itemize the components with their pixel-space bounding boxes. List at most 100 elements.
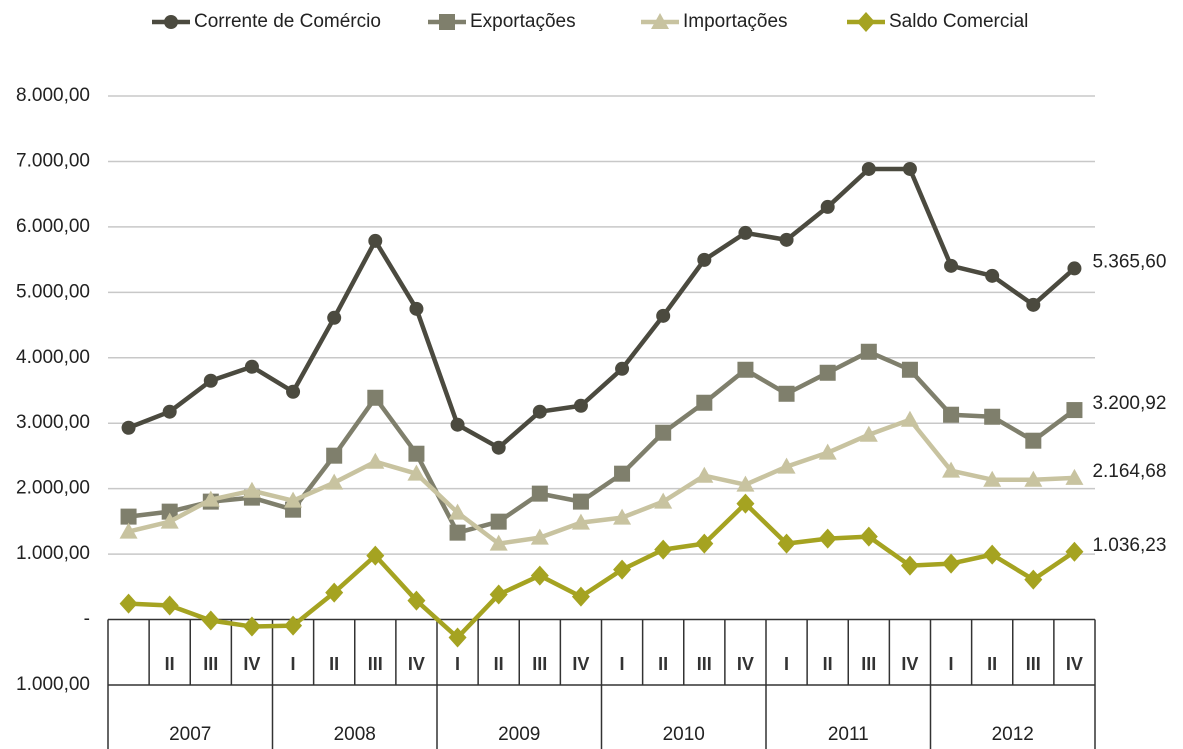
quarter-label: III [203,654,218,674]
quarter-label: IV [243,654,260,674]
data-point [366,545,385,566]
quarter-label: I [291,654,296,674]
data-point [738,225,753,240]
data-point [942,461,961,478]
data-point [695,533,714,554]
data-point [242,616,261,637]
data-point [1067,261,1082,276]
data-point [327,310,342,325]
quarter-label: III [697,654,712,674]
data-point [242,481,261,498]
quarter-label: I [949,654,954,674]
data-point [571,513,590,530]
data-point [736,475,755,492]
year-label: 2007 [169,724,211,745]
data-point [572,493,589,510]
quarter-label: IV [737,654,754,674]
data-point [1065,541,1084,562]
y-tick-label: 1.000,00 [16,543,90,564]
data-point [408,445,425,462]
value-label: 5.365,60 [1092,251,1166,272]
data-point [983,544,1002,565]
data-point [201,490,220,507]
data-point [120,508,137,525]
legend-marker [857,12,875,32]
data-point [160,512,179,529]
data-point [409,301,424,316]
data-point [121,420,136,435]
data-point [448,503,467,520]
data-point [944,258,959,273]
quarter-label: IV [572,654,589,674]
data-point [325,582,344,603]
data-point [284,491,303,508]
data-point [697,252,712,267]
data-point [1065,468,1084,485]
data-point [571,586,590,607]
data-point [695,466,714,483]
data-point [942,553,961,574]
data-point [284,615,303,636]
legend-label: Exportações [470,11,576,32]
series-line [128,417,1075,546]
quarter-label: III [532,654,547,674]
data-point [201,610,220,631]
data-point [1025,432,1042,449]
data-point [777,533,796,554]
data-point [532,404,547,419]
quarter-label: I [784,654,789,674]
data-point [614,465,631,482]
data-point [779,232,794,247]
year-label: 2011 [828,724,869,745]
data-point [654,539,673,560]
data-point [489,584,508,605]
data-point [326,447,343,464]
year-label: 2009 [498,724,540,745]
data-point [530,565,549,586]
legend-label: Corrente de Comércio [194,11,381,32]
quarter-label: II [165,654,175,674]
data-point [367,389,384,406]
quarter-label: IV [901,654,918,674]
y-tick-label: 1.000,00 [16,674,90,695]
data-point [1026,297,1041,312]
legend-marker [651,13,669,29]
data-point [491,440,506,455]
data-point [615,361,630,376]
y-tick-label: 5.000,00 [16,281,90,302]
data-point [859,425,878,442]
data-point [407,590,426,611]
quarter-label: II [987,654,997,674]
value-label: 1.036,23 [1092,535,1166,556]
y-tick-label: 4.000,00 [16,347,90,368]
data-point [985,268,1000,283]
data-point [655,424,672,441]
series-line [128,501,1076,640]
data-point [778,385,795,402]
quarter-label: IV [408,654,425,674]
data-point [450,417,465,432]
data-point [859,526,878,547]
legend-label: Importações [683,11,788,32]
quarter-label: III [861,654,876,674]
data-point [656,308,671,323]
y-tick-label: 3.000,00 [16,412,90,433]
data-point [696,394,713,411]
data-point [819,364,836,381]
quarter-label: IV [1066,654,1083,674]
data-point [366,452,385,469]
legend-marker [439,14,455,30]
quarter-label: II [658,654,668,674]
data-point [900,410,919,427]
data-point [449,524,466,541]
y-tick-label: 7.000,00 [16,150,90,171]
y-tick-label: 8.000,00 [16,85,90,106]
data-point [203,373,218,388]
series-line [127,166,1076,450]
quarter-label: I [620,654,625,674]
value-label: 3.200,92 [1092,393,1166,414]
data-point [531,485,548,502]
data-point [737,361,754,378]
data-point [818,528,837,549]
data-point [573,398,588,413]
